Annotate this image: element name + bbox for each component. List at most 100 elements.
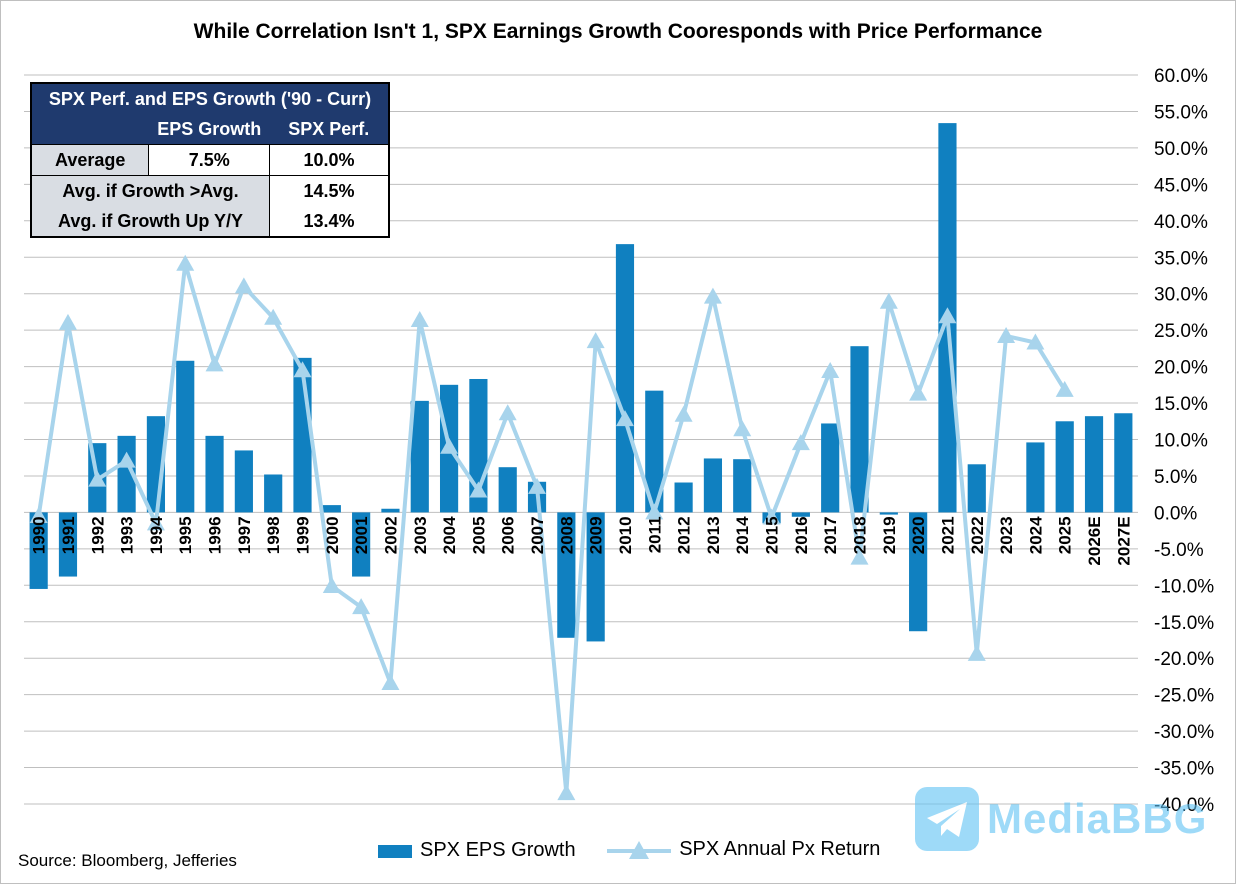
price-return-line	[29, 254, 1074, 801]
x-tick-label: 2021	[938, 516, 957, 554]
x-tick-label: 1998	[264, 516, 283, 554]
x-tick-label: 2026E	[1085, 516, 1104, 565]
eps-bar	[176, 360, 195, 513]
return-marker	[322, 577, 341, 594]
x-tick-label: 2005	[469, 516, 488, 554]
return-marker	[381, 673, 400, 690]
x-tick-label: 1997	[235, 516, 254, 554]
x-tick-label: 2023	[997, 516, 1016, 554]
x-tick-label: 2012	[675, 516, 694, 554]
x-tick-label: 1999	[294, 516, 313, 554]
y-tick-label: -35.0%	[1154, 759, 1214, 780]
x-tick-label: 2009	[587, 516, 606, 554]
table-title-row: SPX Perf. and EPS Growth ('90 - Curr)	[31, 83, 389, 114]
y-tick-label: -10.0%	[1154, 576, 1214, 597]
table-row: Average 7.5% 10.0%	[31, 144, 389, 176]
x-tick-label: 2000	[323, 516, 342, 554]
row-label-average: Average	[31, 144, 150, 176]
table-header-row: EPS Growth SPX Perf.	[31, 114, 389, 145]
y-tick-label: -5.0%	[1154, 540, 1204, 561]
return-line	[36, 261, 1067, 796]
eps-bar	[117, 435, 136, 513]
x-tick-label: 2008	[557, 516, 576, 554]
x-tick-label: 2004	[440, 516, 459, 554]
y-tick-label: -20.0%	[1154, 649, 1214, 670]
eps-bar	[381, 508, 400, 513]
eps-bar	[29, 512, 48, 589]
table-row: Avg. if Growth Up Y/Y 13.4%	[31, 206, 389, 237]
chart-title: While Correlation Isn't 1, SPX Earnings …	[193, 20, 1043, 43]
return-marker	[850, 548, 869, 565]
x-tick-label: 2014	[733, 516, 752, 554]
x-tick-label: 2001	[352, 516, 371, 554]
row-label-growth-up-yy: Avg. if Growth Up Y/Y	[31, 206, 271, 237]
eps-bar	[1114, 413, 1133, 513]
eps-bar	[850, 346, 869, 513]
return-marker	[938, 307, 957, 324]
eps-bar	[1084, 416, 1104, 513]
x-tick-label: 2015	[763, 516, 782, 554]
legend-item-return: SPX Annual Px Return	[607, 838, 880, 861]
row-value-eps: 7.5%	[148, 144, 271, 176]
eps-bar	[967, 464, 986, 513]
return-marker	[528, 477, 547, 494]
return-marker	[498, 404, 517, 421]
telegram-icon	[915, 787, 979, 851]
y-tick-label: 10.0%	[1154, 431, 1208, 452]
return-marker	[733, 420, 752, 437]
eps-bar	[615, 244, 635, 513]
return-marker	[557, 784, 576, 801]
y-tick-label: -30.0%	[1154, 722, 1214, 743]
return-marker	[58, 313, 77, 330]
eps-bar	[791, 512, 810, 517]
return-marker	[469, 481, 488, 498]
eps-bar	[821, 423, 840, 513]
x-tick-label: 2003	[411, 516, 430, 554]
eps-bar	[879, 512, 898, 515]
return-marker	[645, 503, 664, 520]
x-tick-label: 2025	[1056, 516, 1075, 554]
y-tick-label: -15.0%	[1154, 613, 1214, 634]
x-tick-label: 2002	[381, 516, 400, 554]
eps-bar	[733, 459, 752, 513]
x-tick-label: 2006	[499, 516, 518, 554]
eps-bar	[586, 512, 605, 642]
x-tick-label: 2022	[968, 516, 987, 554]
eps-bar	[205, 435, 224, 513]
eps-bar	[645, 390, 664, 513]
return-marker	[352, 598, 371, 615]
y-tick-label: 35.0%	[1154, 248, 1208, 269]
legend-label-return: SPX Annual Px Return	[679, 838, 881, 860]
y-tick-label: 5.0%	[1154, 467, 1197, 488]
eps-bar	[909, 512, 928, 632]
return-marker	[821, 361, 840, 378]
eps-bar	[58, 512, 78, 577]
x-tick-label: 2011	[645, 516, 664, 553]
x-axis-tick-labels: 1990 1991 1992 1993 1994 1995 1996 1997 1998 1999…	[30, 516, 1134, 566]
row-label-growth-above-avg: Avg. if Growth >Avg.	[31, 175, 271, 206]
return-marker	[762, 508, 781, 525]
return-marker	[879, 292, 898, 309]
x-tick-label: 1992	[88, 516, 107, 554]
y-tick-label: -25.0%	[1154, 686, 1214, 707]
table-header-spx: SPX Perf.	[288, 118, 370, 139]
row-value-spx: 10.0%	[269, 144, 389, 176]
eps-bar	[322, 505, 341, 513]
x-tick-label: 1993	[118, 516, 137, 554]
table-title: SPX Perf. and EPS Growth ('90 - Curr)	[48, 88, 372, 109]
return-marker	[117, 451, 136, 468]
x-tick-label: 2013	[704, 516, 723, 554]
return-marker	[1026, 333, 1045, 350]
eps-bar	[1055, 421, 1074, 513]
x-tick-label: 2020	[909, 516, 928, 554]
return-marker	[176, 254, 195, 271]
return-marker	[410, 310, 429, 327]
legend-item-eps: SPX EPS Growth	[378, 839, 576, 862]
x-tick-label: 2024	[1026, 516, 1045, 554]
eps-bar	[703, 458, 723, 513]
return-marker	[234, 277, 253, 294]
x-tick-label: 1996	[206, 516, 225, 554]
return-marker	[1055, 380, 1074, 397]
watermark: MediaBBG	[915, 787, 1207, 851]
y-tick-label: 55.0%	[1154, 102, 1208, 123]
